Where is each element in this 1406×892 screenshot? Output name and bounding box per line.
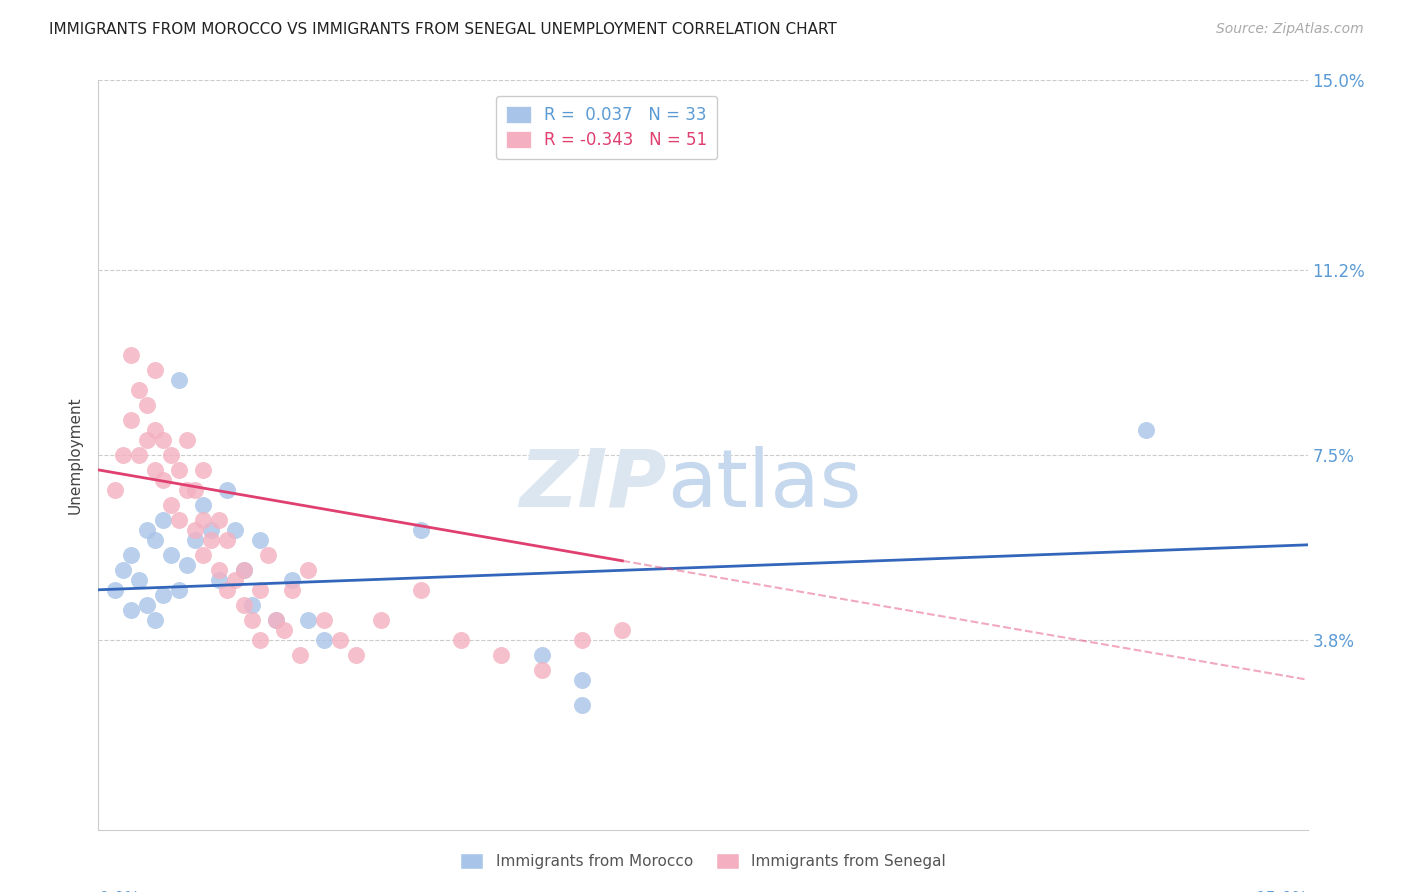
Point [370, 613, 392, 627]
Point [167, 582, 190, 597]
Point [344, 648, 367, 662]
Point [264, 613, 287, 627]
Point [143, 533, 166, 547]
Point [224, 523, 246, 537]
Point [160, 548, 183, 562]
Point [143, 423, 166, 437]
Point [193, 548, 215, 562]
Point [167, 463, 190, 477]
Legend: Immigrants from Morocco, Immigrants from Senegal: Immigrants from Morocco, Immigrants from… [454, 847, 952, 875]
Point [152, 473, 174, 487]
Point [135, 598, 157, 612]
Point [152, 513, 174, 527]
Point [208, 513, 231, 527]
Point [128, 573, 150, 587]
Point [167, 373, 190, 387]
Point [176, 558, 198, 572]
Point [240, 613, 263, 627]
Point [571, 632, 593, 647]
Point [135, 523, 157, 537]
Point [103, 483, 125, 497]
Point [217, 533, 239, 547]
Point [224, 573, 246, 587]
Text: 0.0%: 0.0% [98, 889, 141, 892]
Point [160, 498, 183, 512]
Point [200, 533, 222, 547]
Point [256, 548, 278, 562]
Point [184, 523, 207, 537]
Point [450, 632, 472, 647]
Point [297, 613, 319, 627]
Point [232, 563, 254, 577]
Point [491, 648, 513, 662]
Point [160, 448, 183, 462]
Point [1135, 423, 1157, 437]
Point [217, 582, 239, 597]
Point [200, 523, 222, 537]
Point [409, 582, 432, 597]
Point [281, 582, 304, 597]
Point [297, 563, 319, 577]
Point [612, 623, 634, 637]
Point [264, 613, 287, 627]
Point [120, 413, 142, 427]
Point [288, 648, 311, 662]
Y-axis label: Unemployment: Unemployment [67, 396, 83, 514]
Point [135, 433, 157, 447]
Point [571, 698, 593, 712]
Point [217, 483, 239, 497]
Point [409, 523, 432, 537]
Point [143, 463, 166, 477]
Text: 15.0%: 15.0% [1256, 889, 1308, 892]
Text: atlas: atlas [666, 446, 860, 524]
Point [232, 598, 254, 612]
Point [120, 348, 142, 362]
Point [120, 603, 142, 617]
Point [103, 582, 125, 597]
Point [152, 433, 174, 447]
Point [111, 448, 134, 462]
Point [249, 533, 271, 547]
Point [273, 623, 295, 637]
Point [128, 448, 150, 462]
Point [128, 383, 150, 397]
Text: IMMIGRANTS FROM MOROCCO VS IMMIGRANTS FROM SENEGAL UNEMPLOYMENT CORRELATION CHAR: IMMIGRANTS FROM MOROCCO VS IMMIGRANTS FR… [49, 22, 837, 37]
Point [240, 598, 263, 612]
Point [184, 533, 207, 547]
Point [193, 498, 215, 512]
Legend: R =  0.037   N = 33, R = -0.343   N = 51: R = 0.037 N = 33, R = -0.343 N = 51 [495, 96, 717, 159]
Point [208, 573, 231, 587]
Point [176, 483, 198, 497]
Point [314, 632, 336, 647]
Point [193, 513, 215, 527]
Text: Source: ZipAtlas.com: Source: ZipAtlas.com [1216, 22, 1364, 37]
Point [135, 398, 157, 412]
Text: ZIP: ZIP [519, 446, 666, 524]
Point [152, 588, 174, 602]
Point [143, 363, 166, 377]
Point [232, 563, 254, 577]
Point [120, 548, 142, 562]
Point [329, 632, 352, 647]
Point [530, 663, 553, 677]
Point [208, 563, 231, 577]
Point [193, 463, 215, 477]
Point [111, 563, 134, 577]
Point [314, 613, 336, 627]
Point [281, 573, 304, 587]
Point [249, 582, 271, 597]
Point [571, 673, 593, 687]
Point [249, 632, 271, 647]
Point [176, 433, 198, 447]
Point [184, 483, 207, 497]
Point [167, 513, 190, 527]
Point [143, 613, 166, 627]
Point [530, 648, 553, 662]
